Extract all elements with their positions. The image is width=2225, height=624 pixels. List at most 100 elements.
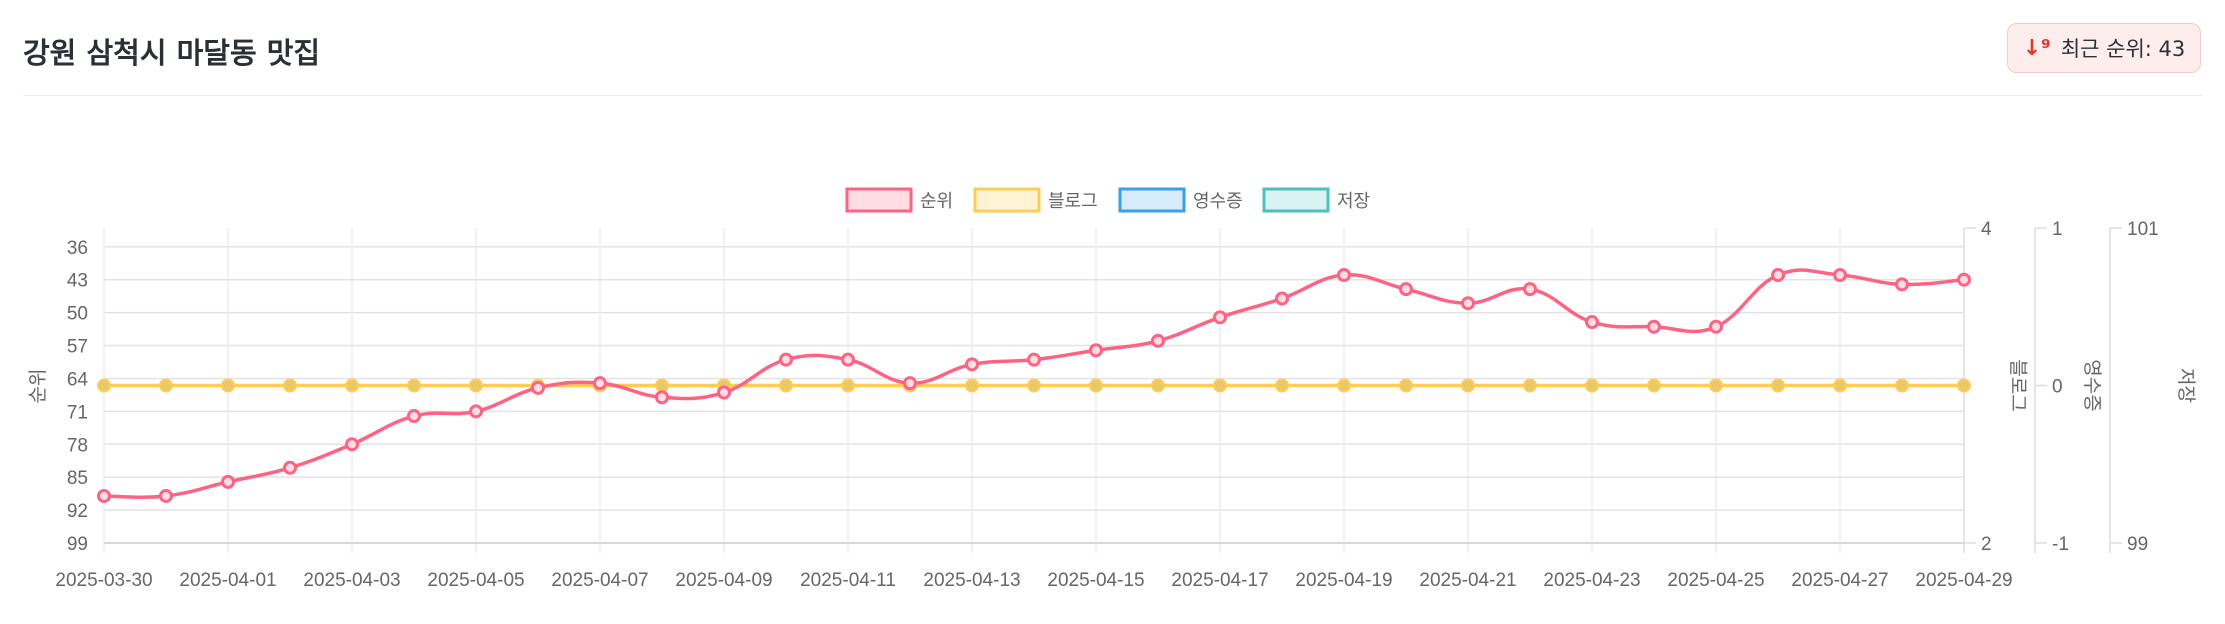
blog-point[interactable]: [1585, 378, 1599, 393]
x-tick-label: 2025-04-05: [427, 570, 524, 591]
rank-point[interactable]: [1523, 282, 1537, 297]
blog-point[interactable]: [1027, 378, 1041, 393]
blog-point[interactable]: [1213, 378, 1227, 393]
rank-tick-label: 78: [67, 435, 88, 456]
blog-point[interactable]: [469, 378, 483, 393]
save-axis-title: 저장: [2175, 368, 2197, 403]
x-tick-label: 2025-03-30: [55, 570, 152, 591]
blog-point[interactable]: [1771, 378, 1785, 393]
blog-point[interactable]: [159, 378, 173, 393]
rank-point[interactable]: [531, 380, 545, 395]
blog-point[interactable]: [1709, 378, 1723, 393]
x-tick-label: 2025-04-13: [923, 570, 1020, 591]
rank-point[interactable]: [903, 376, 917, 391]
blog-point[interactable]: [345, 378, 359, 393]
legend-swatch-2[interactable]: [1118, 187, 1186, 213]
rank-point[interactable]: [1833, 268, 1847, 283]
blog-point[interactable]: [655, 378, 669, 393]
legend-label[interactable]: 영수증: [1193, 191, 1243, 212]
blog-point[interactable]: [1461, 378, 1475, 393]
receipt-tick-label: 1: [2052, 219, 2063, 240]
rank-tick-label: 36: [67, 238, 88, 259]
rank-point[interactable]: [407, 409, 421, 424]
blog-point[interactable]: [1399, 378, 1413, 393]
blog-point[interactable]: [1337, 378, 1351, 393]
rank-point[interactable]: [221, 474, 235, 489]
legend-swatch-1[interactable]: [973, 187, 1041, 213]
rank-point[interactable]: [345, 437, 359, 452]
receipt-tick-label: -1: [2052, 534, 2069, 555]
blog-point[interactable]: [1151, 378, 1165, 393]
rank-point[interactable]: [1151, 333, 1165, 348]
save-tick-label: 101: [2127, 219, 2159, 240]
blog-point[interactable]: [779, 378, 793, 393]
blog-point[interactable]: [407, 378, 421, 393]
x-tick-label: 2025-04-27: [1791, 570, 1888, 591]
x-tick-label: 2025-04-19: [1295, 570, 1392, 591]
rank-point[interactable]: [1771, 268, 1785, 283]
rank-point[interactable]: [593, 376, 607, 391]
x-tick-label: 2025-04-07: [551, 570, 648, 591]
rank-point[interactable]: [655, 390, 669, 405]
rank-point[interactable]: [1461, 296, 1475, 311]
rank-point[interactable]: [1895, 277, 1909, 292]
blog-point[interactable]: [965, 378, 979, 393]
page-title: 강원 삼척시 마달동 맛집: [23, 36, 321, 70]
header-divider: [23, 95, 2202, 96]
x-tick-label: 2025-04-21: [1419, 570, 1516, 591]
x-tick-label: 2025-04-23: [1543, 570, 1640, 591]
x-tick-label: 2025-04-01: [179, 570, 276, 591]
x-tick-label: 2025-04-11: [800, 570, 896, 591]
rank-tick-label: 85: [67, 468, 88, 489]
rank-point[interactable]: [1585, 315, 1599, 330]
blog-point[interactable]: [221, 378, 235, 393]
rank-point[interactable]: [1337, 268, 1351, 283]
rank-point[interactable]: [97, 488, 111, 503]
x-tick-label: 2025-04-15: [1047, 570, 1144, 591]
blog-point[interactable]: [1275, 378, 1289, 393]
rank-point[interactable]: [159, 488, 173, 503]
rank-point[interactable]: [1027, 352, 1041, 367]
blog-tick-label: 2: [1981, 534, 1992, 555]
blog-point[interactable]: [1895, 378, 1909, 393]
rank-point[interactable]: [1709, 319, 1723, 334]
rank-point[interactable]: [469, 404, 483, 419]
legend-label[interactable]: 순위: [920, 191, 953, 212]
blog-point[interactable]: [97, 378, 111, 393]
rank-point[interactable]: [841, 352, 855, 367]
legend-label[interactable]: 저장: [1337, 191, 1370, 212]
rank-tick-label: 50: [67, 304, 88, 325]
recent-rank-label: 최근 순위: 43: [2060, 37, 2186, 61]
rank-tick-label: 64: [67, 369, 89, 390]
rank-axis-title: 순위: [27, 369, 49, 404]
x-tick-label: 2025-04-03: [303, 570, 400, 591]
blog-tick-label: 4: [1981, 219, 1992, 240]
blog-axis-title: 블로그: [2007, 359, 2029, 411]
blog-point[interactable]: [841, 378, 855, 393]
rank-tick-label: 57: [67, 337, 88, 358]
sort-down-icon: ↓⁹: [2022, 35, 2051, 61]
blog-point[interactable]: [1647, 378, 1661, 393]
x-tick-label: 2025-04-09: [675, 570, 772, 591]
rank-point[interactable]: [1647, 319, 1661, 334]
legend-label[interactable]: 블로그: [1048, 191, 1098, 212]
rank-point[interactable]: [965, 357, 979, 372]
rank-point[interactable]: [779, 352, 793, 367]
legend-swatch-3[interactable]: [1262, 187, 1330, 213]
blog-point[interactable]: [1833, 378, 1847, 393]
rank-point[interactable]: [1957, 272, 1971, 287]
rank-point[interactable]: [717, 385, 731, 400]
blog-point[interactable]: [1089, 378, 1103, 393]
blog-point[interactable]: [1957, 378, 1971, 393]
legend-swatch-0[interactable]: [845, 187, 913, 213]
rank-tick-label: 43: [67, 271, 88, 292]
rank-point[interactable]: [283, 460, 297, 475]
blog-point[interactable]: [283, 378, 297, 393]
rank-point[interactable]: [1213, 310, 1227, 325]
rank-point[interactable]: [1275, 291, 1289, 306]
blog-point[interactable]: [1523, 378, 1537, 393]
rank-point[interactable]: [1399, 282, 1413, 297]
rank-tick-label: 71: [67, 402, 88, 423]
rank-point[interactable]: [1089, 343, 1103, 358]
